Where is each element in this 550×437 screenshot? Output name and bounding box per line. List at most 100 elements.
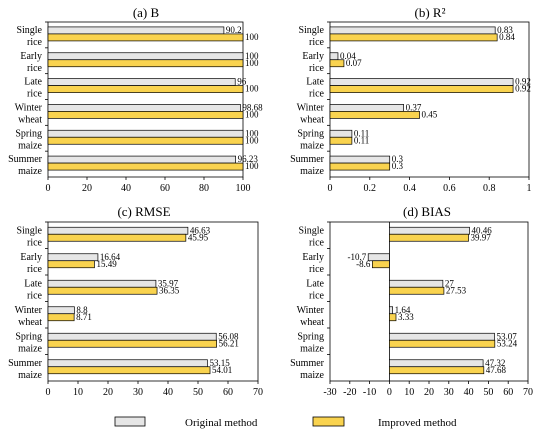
x-tick-label-b: 100	[236, 183, 251, 194]
bar-improved-bias	[372, 260, 390, 269]
category-label-rmse: Winter wheat	[15, 305, 43, 328]
bar-original-bias	[389, 279, 444, 288]
bar-improved-bias	[389, 286, 445, 295]
bar-improved-b	[47, 85, 244, 93]
bar-improved-r2	[329, 85, 514, 93]
x-tick-label-bias: 70	[523, 387, 533, 398]
data-label-original-r2: 0.3	[392, 154, 404, 164]
category-label-b: Early rice	[20, 51, 42, 74]
category-label-r2: Single rice	[298, 25, 324, 48]
x-tick-label-rmse: 30	[133, 387, 143, 398]
plot-frame-b	[47, 21, 244, 178]
x-tick-label-bias: -10	[363, 387, 376, 398]
panel-r2: (b) R² 0 0.2 0.4 0.6 0.8 1 Single rice 0.830.84 E…	[290, 5, 531, 194]
bar-improved-rmse	[47, 313, 75, 322]
data-label-original-r2: 0.83	[497, 25, 513, 35]
x-tick-label-b: 60	[160, 183, 170, 194]
legend-swatch-improved	[312, 416, 345, 427]
x-tick-label-rmse: 0	[46, 387, 51, 398]
bar-original-rmse	[47, 253, 99, 262]
data-label-improved-bias: 39.97	[471, 232, 492, 242]
x-tick-label-bias: 0	[387, 387, 392, 398]
x-tick-label-rmse: 10	[73, 387, 83, 398]
data-label-original-r2: 0.92	[515, 77, 531, 87]
data-label-original-rmse: 53.15	[209, 358, 230, 368]
x-tick-label-bias: -20	[343, 387, 356, 398]
panel-title-b: (a) B	[133, 5, 160, 20]
data-label-original-rmse: 8.8	[76, 305, 88, 315]
data-label-original-b: 90.2	[226, 25, 242, 35]
x-tick-label-r2: 1	[527, 183, 532, 194]
category-label-bias: Spring maize	[297, 331, 324, 354]
data-label-improved-r2: 0.92	[515, 84, 531, 94]
bar-original-b	[47, 155, 236, 164]
x-tick-label-r2: 0.4	[403, 183, 416, 194]
data-label-improved-b: 100	[245, 32, 259, 42]
data-label-original-b: 96.23	[238, 154, 259, 164]
category-label-bias: Single rice	[298, 225, 324, 248]
bar-improved-rmse	[47, 260, 95, 269]
legend-label-improved: Improved method	[378, 417, 457, 429]
x-tick-label-r2: 0.8	[483, 183, 496, 194]
data-label-improved-rmse: 54.01	[212, 365, 232, 375]
panel-rmse: (c) RMSE 0 10 20 30 40 50 60 70 Single rice 46.634…	[8, 204, 263, 398]
data-label-original-b: 100	[245, 128, 259, 138]
bar-original-rmse	[47, 279, 157, 288]
x-tick-label-b: 0	[46, 183, 51, 194]
data-label-original-b: 96	[237, 77, 247, 87]
x-tick-label-b: 40	[121, 183, 131, 194]
bar-improved-b	[47, 59, 244, 68]
bar-original-r2	[329, 52, 339, 61]
bar-improved-b	[47, 33, 244, 42]
legend-label-original: Original method	[185, 417, 258, 429]
bar-original-b	[47, 129, 244, 138]
data-label-original-r2: 0.04	[340, 51, 356, 61]
bar-original-r2	[329, 155, 391, 164]
bar-improved-bias	[389, 233, 469, 242]
panel-bias: (d) BIAS -30 -20 -10 0 10 20 30 40 50 60 70 Single r…	[290, 204, 533, 398]
data-label-original-rmse: 16.64	[100, 252, 121, 262]
bar-improved-r2	[329, 111, 420, 119]
data-label-improved-b: 100	[245, 109, 259, 119]
x-tick-label-r2: 0	[328, 183, 333, 194]
bar-original-rmse	[47, 306, 75, 315]
bar-improved-b	[47, 111, 244, 119]
x-tick-label-bias: -30	[323, 387, 336, 398]
data-label-improved-rmse: 8.71	[76, 312, 92, 322]
data-label-improved-rmse: 15.49	[96, 259, 117, 269]
legend-swatch-original	[114, 416, 146, 427]
category-label-bias: Summer maize	[290, 358, 325, 381]
bar-improved-rmse	[47, 233, 187, 242]
category-label-b: Summer maize	[8, 154, 43, 177]
data-label-improved-rmse: 45.95	[188, 232, 209, 242]
plot-frame-r2	[329, 21, 530, 178]
category-label-b: Spring maize	[15, 128, 42, 151]
bar-original-rmse	[47, 332, 217, 341]
data-label-original-bias: -10.7	[347, 252, 366, 262]
bar-improved-r2	[329, 162, 391, 171]
x-tick-label-bias: 40	[464, 387, 474, 398]
bar-improved-bias	[389, 313, 397, 322]
x-tick-label-rmse: 40	[163, 387, 173, 398]
data-label-original-bias: 53.07	[496, 331, 517, 341]
category-label-bias: Early rice	[302, 252, 324, 275]
category-label-rmse: Late rice	[24, 278, 42, 301]
bar-original-b	[47, 104, 241, 112]
category-label-rmse: Summer maize	[8, 358, 43, 381]
bar-improved-r2	[329, 136, 353, 145]
bar-original-r2	[329, 129, 353, 138]
bar-original-bias	[389, 359, 484, 368]
bar-improved-bias	[389, 339, 496, 348]
data-label-improved-r2: 0.45	[422, 109, 438, 119]
bar-original-r2	[329, 26, 496, 35]
category-label-b: Winter wheat	[15, 102, 43, 125]
bar-original-b	[47, 52, 244, 61]
data-label-original-bias: 27	[445, 278, 455, 288]
category-label-r2: Summer maize	[290, 154, 325, 177]
data-label-original-bias: 40.46	[472, 225, 493, 235]
bar-original-b	[47, 78, 236, 86]
legend: Original method Improved method	[114, 416, 457, 429]
data-label-improved-rmse: 56.21	[219, 338, 239, 348]
category-label-b: Single rice	[16, 25, 42, 48]
